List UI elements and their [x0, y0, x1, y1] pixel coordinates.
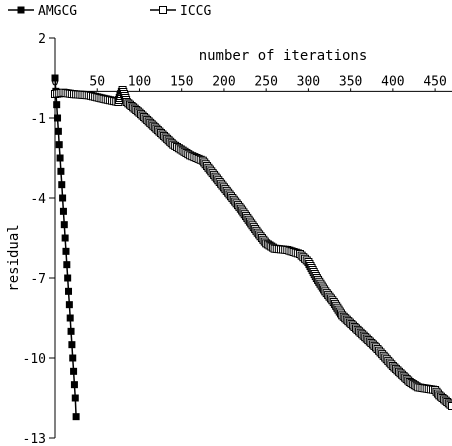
data-point — [70, 381, 78, 389]
data-point — [72, 413, 80, 421]
x-tick-label: 150 — [170, 74, 193, 89]
x-tick-label: 250 — [254, 74, 277, 89]
data-point — [54, 114, 62, 122]
data-point — [53, 101, 61, 109]
data-point — [61, 234, 69, 242]
y-tick-label: -1 — [30, 112, 46, 127]
legend-marker-iccg — [159, 6, 167, 14]
y-tick-label: -13 — [23, 432, 46, 446]
legend-marker-amgcg — [17, 6, 25, 14]
legend: AMGCG ICCG — [8, 4, 211, 19]
data-point — [59, 194, 67, 202]
data-point — [60, 221, 68, 229]
y-tick-label: -10 — [23, 352, 46, 367]
y-tick-label: 2 — [38, 32, 46, 47]
y-tick-label: -4 — [30, 192, 46, 207]
data-point — [51, 74, 59, 82]
x-tick-label: 350 — [339, 74, 362, 89]
x-tick-label: 100 — [128, 74, 151, 89]
data-point — [62, 247, 70, 255]
legend-label-amgcg: AMGCG — [38, 4, 77, 19]
data-point — [69, 354, 77, 362]
data-point — [55, 141, 63, 149]
data-point — [71, 394, 79, 402]
data-point — [448, 402, 452, 410]
x-axis-title: number of iterations — [199, 48, 368, 64]
series-layer — [51, 74, 452, 421]
data-point — [59, 207, 67, 215]
x-tick-label: 400 — [381, 74, 404, 89]
x-tick-label: 200 — [212, 74, 235, 89]
y-tick-label: -7 — [30, 272, 46, 287]
data-point — [66, 314, 74, 322]
axes: 2-1-4-7-10-130 50 100 150 200 250 300 350 400 450… — [6, 32, 452, 446]
data-point — [65, 287, 73, 295]
data-point — [64, 274, 72, 282]
x-tick-label: 50 — [89, 74, 105, 89]
legend-label-iccg: ICCG — [180, 4, 211, 19]
data-point — [70, 367, 78, 375]
x-tick-label: 300 — [297, 74, 320, 89]
data-point — [57, 167, 65, 175]
data-point — [67, 327, 75, 335]
x-tick-label: 450 — [423, 74, 446, 89]
data-point — [58, 181, 66, 189]
series-line-iccg — [54, 88, 452, 407]
data-point — [54, 127, 62, 135]
data-point — [56, 154, 64, 162]
data-point — [63, 261, 71, 269]
data-point — [65, 301, 73, 309]
y-axis-title: residual — [6, 224, 22, 291]
data-point — [68, 341, 76, 349]
